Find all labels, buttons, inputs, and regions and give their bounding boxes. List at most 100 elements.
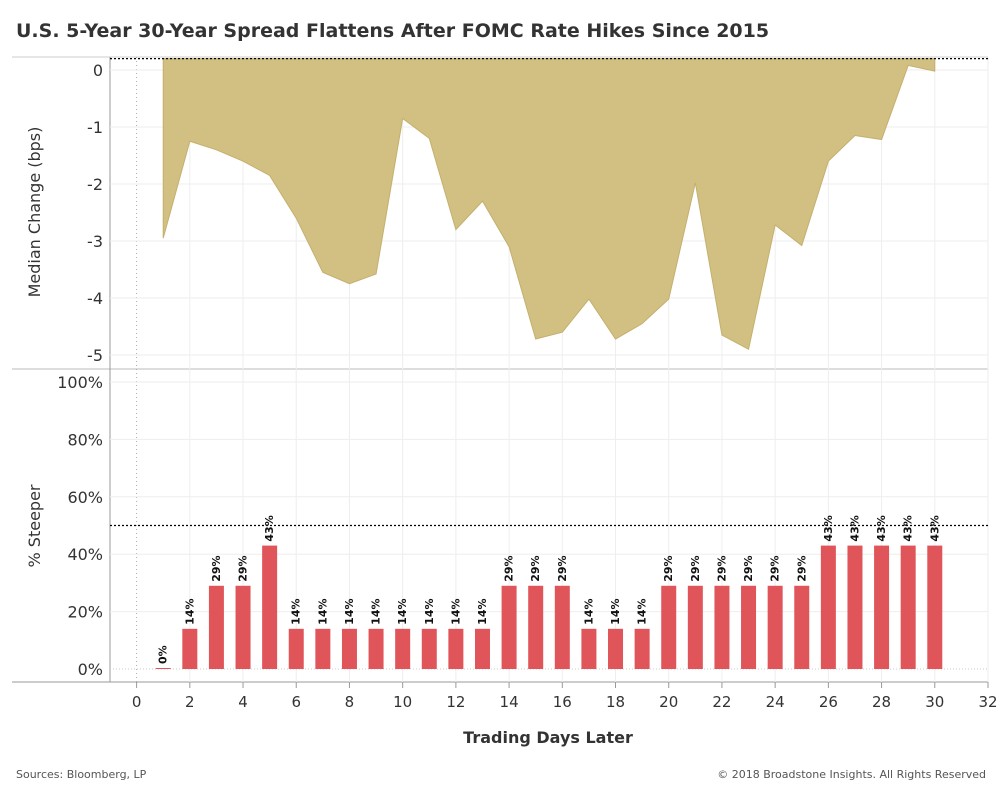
x-tick-label: 24 bbox=[766, 693, 785, 711]
bar-label: 14% bbox=[396, 598, 409, 624]
bar-label: 14% bbox=[183, 598, 196, 624]
x-tick-label: 2 bbox=[185, 693, 195, 711]
x-tick-label: 30 bbox=[925, 693, 944, 711]
x-tick-label: 6 bbox=[291, 693, 301, 711]
top-area-plot bbox=[110, 57, 988, 351]
bar-label: 29% bbox=[529, 555, 542, 581]
bar bbox=[368, 628, 384, 669]
bar-label: 29% bbox=[742, 555, 755, 581]
bar bbox=[687, 585, 703, 669]
bar-label: 29% bbox=[769, 555, 782, 581]
bar bbox=[448, 628, 464, 669]
bottom-y-tick-label: 40% bbox=[67, 545, 103, 564]
bar bbox=[554, 585, 570, 669]
bar bbox=[820, 545, 836, 669]
bar bbox=[182, 628, 198, 669]
bar-label: 43% bbox=[263, 515, 276, 541]
bottom-bar-plot: 0% 14% 29% 29% 43% 14% 14% 14% 14% 14% 14% 14% 14% 29… bbox=[110, 515, 988, 669]
bar bbox=[794, 585, 810, 669]
top-y-tick-label: -2 bbox=[87, 175, 103, 194]
bottom-y-tick-label: 80% bbox=[67, 430, 103, 449]
bottom-y-axis-label: % Steeper bbox=[25, 484, 44, 567]
chart-frame bbox=[12, 56, 988, 683]
x-axis-label: Trading Days Later bbox=[463, 728, 633, 747]
x-tick-label: 8 bbox=[345, 693, 355, 711]
x-tick-label: 0 bbox=[132, 693, 142, 711]
bar-label: 14% bbox=[636, 598, 649, 624]
x-tick-label: 10 bbox=[393, 693, 412, 711]
bottom-y-tick-label: 20% bbox=[67, 603, 103, 622]
x-tick-label: 12 bbox=[446, 693, 465, 711]
bar bbox=[208, 585, 224, 669]
x-tick-label: 20 bbox=[659, 693, 678, 711]
bottom-y-tick-label: 0% bbox=[78, 660, 103, 679]
x-tick-label: 26 bbox=[819, 693, 838, 711]
bar-label: 14% bbox=[476, 598, 489, 624]
bar-label: 43% bbox=[875, 515, 888, 541]
bar bbox=[315, 628, 331, 669]
bar-label: 43% bbox=[848, 515, 861, 541]
bar bbox=[474, 628, 490, 669]
bar bbox=[421, 628, 437, 669]
bar-label: 29% bbox=[237, 555, 250, 581]
bar-label: 43% bbox=[928, 515, 941, 541]
bar-label: 14% bbox=[316, 598, 329, 624]
x-tick-label: 18 bbox=[606, 693, 625, 711]
bar bbox=[528, 585, 544, 669]
bar bbox=[395, 628, 411, 669]
bar bbox=[714, 585, 730, 669]
bar-label: 29% bbox=[715, 555, 728, 581]
median-change-area bbox=[162, 58, 936, 351]
top-y-axis: 0 -1 -2 -3 -4 -5 bbox=[87, 61, 103, 365]
top-y-tick-label: -4 bbox=[87, 289, 103, 308]
bar bbox=[741, 585, 757, 669]
bar bbox=[288, 628, 304, 669]
copyright-note: © 2018 Broadstone Insights. All Rights R… bbox=[717, 768, 986, 781]
bar bbox=[661, 585, 677, 669]
top-y-tick-label: -3 bbox=[87, 232, 103, 251]
bar-label: 29% bbox=[662, 555, 675, 581]
bottom-y-tick-label: 60% bbox=[67, 488, 103, 507]
x-tick-label: 32 bbox=[978, 693, 997, 711]
bar-label: 29% bbox=[689, 555, 702, 581]
bar bbox=[235, 585, 251, 669]
bar-label: 14% bbox=[423, 598, 436, 624]
bar bbox=[581, 628, 597, 669]
bar-label: 14% bbox=[582, 598, 595, 624]
chart-title: U.S. 5-Year 30-Year Spread Flattens Afte… bbox=[16, 20, 770, 42]
bar-label: 14% bbox=[609, 598, 622, 624]
bar-label: 14% bbox=[449, 598, 462, 624]
x-tick-label: 22 bbox=[712, 693, 731, 711]
top-y-tick-label: -5 bbox=[87, 346, 103, 365]
bar bbox=[155, 668, 171, 669]
source-note: Sources: Bloomberg, LP bbox=[16, 768, 147, 781]
x-tick-label: 4 bbox=[238, 693, 248, 711]
top-y-tick-label: 0 bbox=[93, 61, 103, 80]
bar-label: 43% bbox=[822, 515, 835, 541]
bar bbox=[874, 545, 890, 669]
bar bbox=[341, 628, 357, 669]
bar bbox=[262, 545, 278, 669]
x-tick-label: 16 bbox=[553, 693, 572, 711]
bar bbox=[501, 585, 517, 669]
bar bbox=[634, 628, 650, 669]
bar-label: 29% bbox=[210, 555, 223, 581]
bar bbox=[608, 628, 624, 669]
bar-label: 0% bbox=[157, 645, 170, 664]
bar-label: 29% bbox=[556, 555, 569, 581]
top-y-axis-label: Median Change (bps) bbox=[25, 127, 44, 298]
bar bbox=[927, 545, 943, 669]
x-tick-label: 14 bbox=[500, 693, 519, 711]
bar-label: 14% bbox=[370, 598, 383, 624]
bar bbox=[900, 545, 916, 669]
bar bbox=[847, 545, 863, 669]
top-y-tick-label: -1 bbox=[87, 118, 103, 137]
x-axis: 0 2 4 6 8 10 12 14 16 18 20 22 24 26 28 30 32 bbox=[132, 682, 998, 711]
bar-label: 43% bbox=[902, 515, 915, 541]
bottom-y-tick-label: 100% bbox=[57, 373, 103, 392]
x-tick-label: 28 bbox=[872, 693, 891, 711]
bar-label: 14% bbox=[290, 598, 303, 624]
bar-label: 29% bbox=[503, 555, 516, 581]
bar bbox=[767, 585, 783, 669]
